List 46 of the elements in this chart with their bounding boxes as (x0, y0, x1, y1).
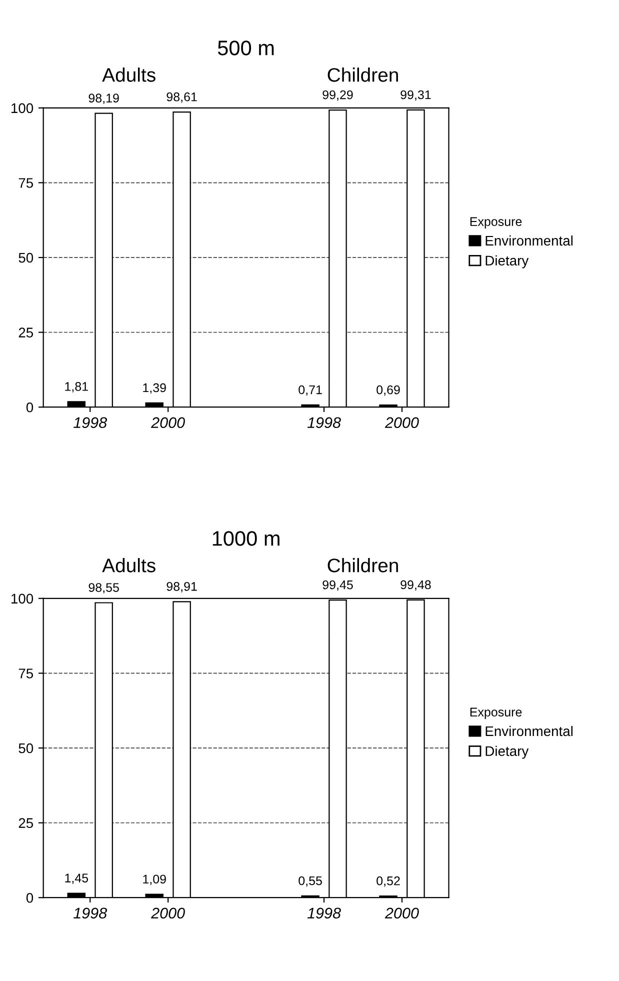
x-tick-label: 1998 (74, 908, 108, 919)
data-label: 98,19 (88, 94, 119, 104)
data-label: 0,55 (298, 876, 322, 887)
data-label: 99,48 (400, 580, 431, 591)
text: Children (328, 68, 398, 82)
data-label: 99,45 (322, 580, 353, 591)
legend-title: Exposure (470, 708, 522, 719)
data-label: 0,69 (376, 385, 400, 396)
text: Adults (102, 68, 156, 82)
x-tick-label: 2000 (151, 908, 185, 919)
y-tick-label: 50 (18, 743, 34, 754)
y-tick-label: 75 (18, 668, 34, 678)
x-tick-label: 2000 (384, 908, 419, 919)
x-tick-label: 1998 (307, 908, 341, 919)
y-tick-label: 50 (18, 252, 34, 263)
legend-label: Environmental (486, 235, 573, 246)
text: Children (328, 558, 398, 572)
y-tick-label: 100 (11, 103, 34, 114)
data-label: 0,71 (298, 385, 322, 396)
data-label: 1,39 (143, 383, 166, 394)
y-tick-label: 0 (26, 892, 34, 903)
legend-label: Dietary (486, 746, 529, 759)
data-label: 98,61 (166, 92, 197, 103)
x-tick-label: 2000 (151, 417, 185, 428)
legend-title: Exposure (470, 217, 522, 228)
y-tick-label: 0 (26, 402, 34, 412)
chart-title: 500 m (218, 40, 274, 56)
data-label: 1,45 (65, 874, 88, 884)
y-tick-label: 25 (18, 328, 34, 338)
x-tick-label: 1998 (307, 417, 341, 428)
y-tick-label: 75 (18, 178, 34, 188)
legend-label: Dietary (486, 255, 529, 268)
data-label: 1,81 (65, 382, 88, 392)
data-label: 98,91 (166, 582, 197, 592)
data-label: 1,09 (143, 874, 166, 886)
data-label: 0,52 (376, 876, 400, 887)
y-tick-label: 100 (11, 594, 34, 604)
chart-title: 1000 m (212, 531, 280, 546)
legend-label: Environmental (486, 726, 573, 736)
x-tick-label: 2000 (384, 417, 419, 428)
y-tick-label: 25 (18, 818, 34, 828)
text: Adults (102, 558, 156, 572)
data-label: 98,55 (88, 583, 119, 594)
data-label: 99,31 (400, 90, 431, 101)
x-tick-label: 1998 (74, 417, 108, 428)
data-label: 99,29 (322, 90, 353, 101)
